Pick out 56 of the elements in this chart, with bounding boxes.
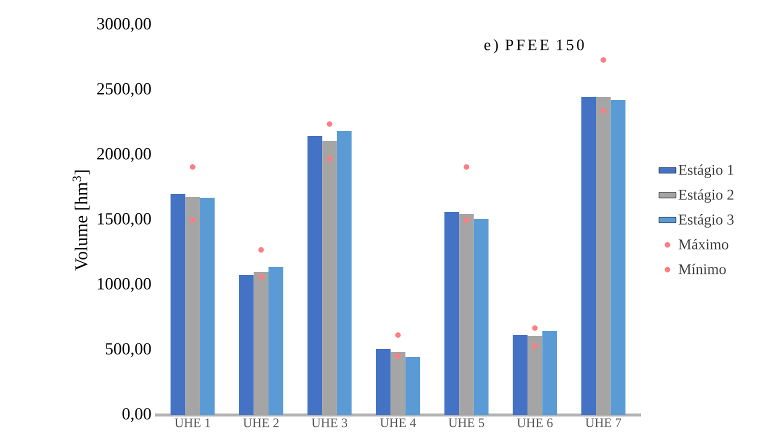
point: [258, 247, 264, 253]
legend-label: Estágio 2: [678, 189, 734, 203]
point: [600, 57, 606, 63]
bar: [307, 136, 322, 415]
legend-label: Máximo: [678, 238, 728, 250]
bar: [542, 331, 557, 415]
bar: [581, 97, 596, 415]
bar: [596, 97, 611, 415]
bar: [444, 212, 460, 415]
bar: [459, 214, 474, 415]
point: [532, 343, 538, 349]
point: [326, 156, 332, 162]
y-axis-title: Volume [hm$^{3}$]: [72, 170, 90, 271]
x-tick-label: UHE 3: [312, 418, 348, 428]
x-tick-label: UHE 6: [517, 418, 553, 428]
point: [600, 108, 606, 114]
point: [464, 217, 470, 223]
y-tick-label: 3000,00: [97, 18, 151, 32]
bar: [268, 267, 284, 415]
y-tick-label: 1500,00: [98, 213, 151, 227]
point: [326, 121, 332, 127]
y-tick-label: 500,00: [106, 343, 151, 357]
bar: [405, 357, 420, 415]
x-tick-label: UHE 7: [585, 418, 622, 428]
bar: [336, 130, 352, 415]
bar: [170, 194, 186, 415]
x-tick-label: UHE 5: [448, 418, 484, 428]
point: [258, 274, 264, 280]
point: [532, 325, 538, 331]
y-tick-label: 2000,00: [97, 148, 151, 162]
y-tick-label: 0,00: [122, 408, 151, 422]
text: e) PFEE 150: [484, 39, 584, 54]
y-tick-label: 1000,00: [98, 278, 151, 292]
y-tick-label: 2500,00: [97, 83, 151, 97]
bar: [610, 100, 626, 415]
x-tick-label: UHE 4: [380, 418, 416, 428]
bar: [512, 335, 528, 415]
bar: [376, 348, 391, 415]
legend-label: Estágio 1: [678, 164, 734, 178]
x-tick-label: UHE 2: [243, 418, 279, 428]
bar: [200, 198, 215, 415]
point: [190, 164, 196, 170]
legend-label: Estágio 3: [678, 214, 734, 228]
bar: [474, 218, 489, 415]
bar: [528, 336, 542, 415]
bar: [390, 352, 406, 415]
point: [464, 164, 470, 170]
point: [395, 353, 401, 359]
point: [395, 332, 401, 338]
x-tick-label: UHE 1: [174, 418, 210, 428]
bar: [239, 274, 254, 415]
bar: [254, 272, 268, 415]
bar: [322, 140, 337, 415]
point: [190, 217, 196, 223]
legend-label: Mínimo: [678, 264, 726, 274]
bar: [185, 196, 200, 415]
